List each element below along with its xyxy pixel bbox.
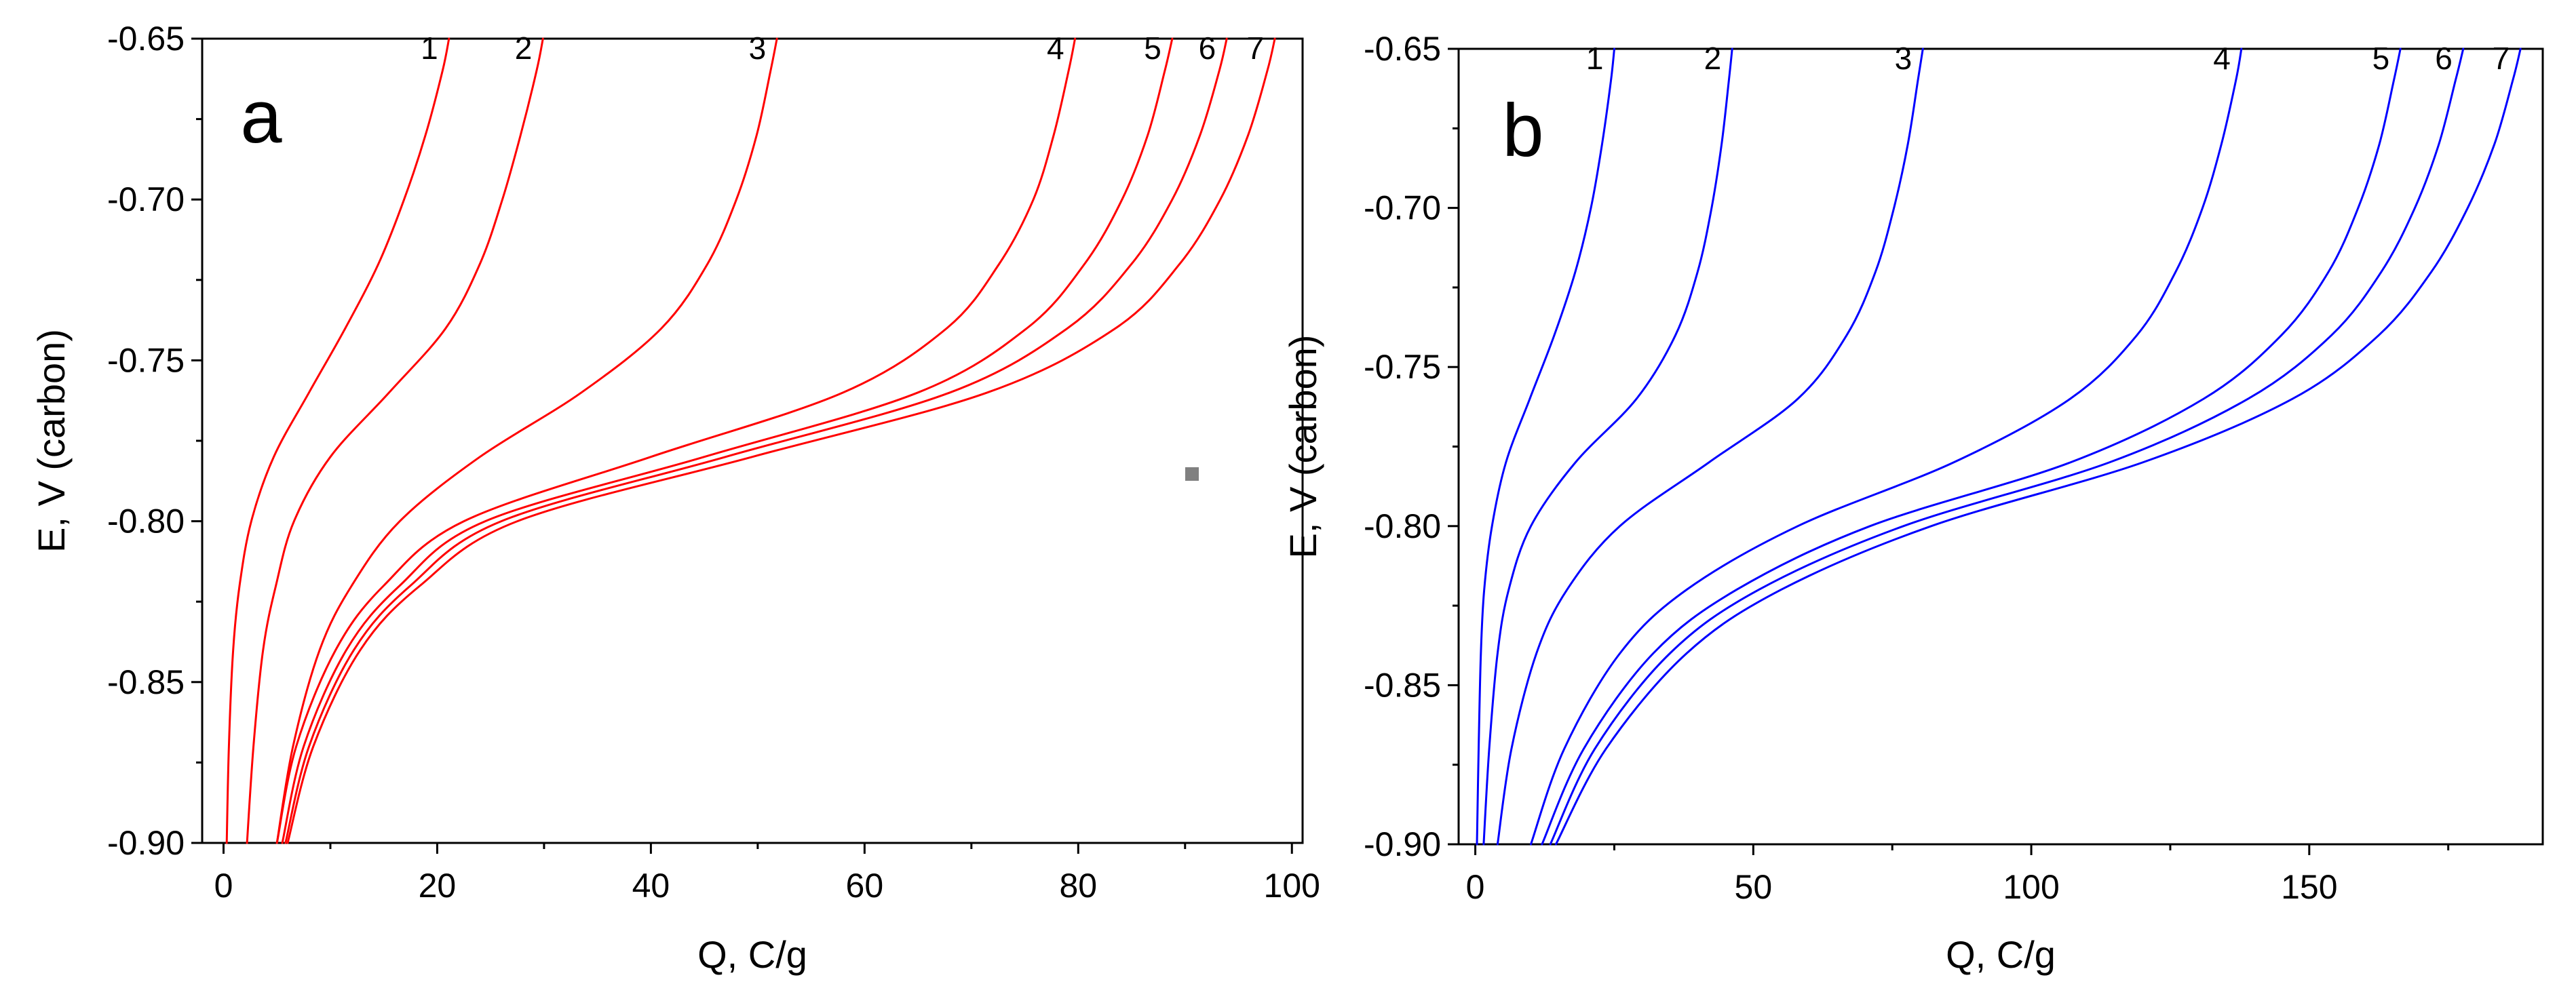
x-tick-label: 20	[419, 867, 457, 905]
y-tick-label: -0.80	[107, 502, 185, 540]
y-tick-label: -0.65	[107, 20, 185, 58]
plot-frame	[201, 37, 1304, 844]
y-tick-label: -0.75	[1364, 348, 1441, 386]
x-tick-label: 100	[1264, 867, 1320, 905]
series-label-5: 5	[1144, 31, 1161, 66]
y-tick-label: -0.90	[107, 824, 185, 862]
x-tick-label: 0	[214, 867, 233, 905]
series-line-1	[225, 37, 450, 844]
series-label-6: 6	[2435, 41, 2453, 76]
series-line-3	[275, 37, 778, 844]
x-tick-label: 100	[2003, 868, 2059, 906]
plot-frame	[1457, 47, 2544, 846]
y-tick-label: -0.85	[107, 663, 185, 701]
series-label-1: 1	[421, 31, 438, 66]
x-tick-label: 150	[2281, 868, 2337, 906]
panel-letter: b	[1502, 89, 1543, 172]
y-axis-title: E, V (carbon)	[30, 329, 73, 553]
series-line-6	[284, 37, 1228, 844]
series-label-2: 2	[1704, 41, 1722, 76]
series-label-4: 4	[2213, 41, 2231, 76]
series-line-7	[1554, 47, 2522, 846]
series-line-4	[275, 37, 1077, 844]
series-line-6	[1549, 47, 2465, 846]
y-tick-label: -0.75	[107, 341, 185, 379]
series-line-1	[1476, 47, 1615, 846]
x-tick-label: 50	[1735, 868, 1773, 906]
small-square-marker	[1185, 467, 1199, 481]
y-tick-label: -0.85	[1364, 666, 1441, 704]
x-tick-label: 60	[846, 867, 884, 905]
y-tick-label: -0.70	[1364, 189, 1441, 227]
series-label-1: 1	[1586, 41, 1604, 76]
x-axis-title: Q, C/g	[1946, 933, 2056, 976]
series-label-5: 5	[2372, 41, 2390, 76]
x-tick-label: 40	[632, 867, 670, 905]
y-tick-label: -0.90	[1364, 825, 1441, 863]
y-tick-label: -0.80	[1364, 507, 1441, 545]
series-label-4: 4	[1047, 31, 1064, 66]
panel-letter: a	[240, 75, 282, 159]
series-label-3: 3	[749, 31, 767, 66]
series-label-3: 3	[1895, 41, 1912, 76]
y-tick-label: -0.65	[1364, 30, 1441, 68]
series-line-5	[1541, 47, 2402, 846]
series-label-7: 7	[2493, 41, 2510, 76]
series-line-4	[1530, 47, 2243, 846]
y-axis-title: E, V (carbon)	[1282, 335, 1324, 559]
series-line-2	[1482, 47, 1733, 846]
x-tick-label: 80	[1059, 867, 1097, 905]
series-line-2	[246, 37, 544, 844]
series-label-6: 6	[1199, 31, 1216, 66]
x-tick-label: 0	[1466, 868, 1485, 906]
series-line-3	[1496, 47, 1924, 846]
series-line-7	[286, 37, 1276, 844]
chart-panel-b: -0.65 -0.70 -0.75 -0.80 -0.85 -0.90 0 50 100 150 Q…	[1282, 30, 2544, 976]
x-axis-title: Q, C/g	[697, 933, 807, 976]
series-label-7: 7	[1246, 31, 1264, 66]
y-tick-label: -0.70	[107, 180, 185, 218]
series-line-5	[281, 37, 1174, 844]
chart-panel-a: -0.65 -0.70 -0.75 -0.80 -0.85 -0.90 0 20 40 60 80 1…	[30, 20, 1320, 976]
series-label-2: 2	[515, 31, 533, 66]
